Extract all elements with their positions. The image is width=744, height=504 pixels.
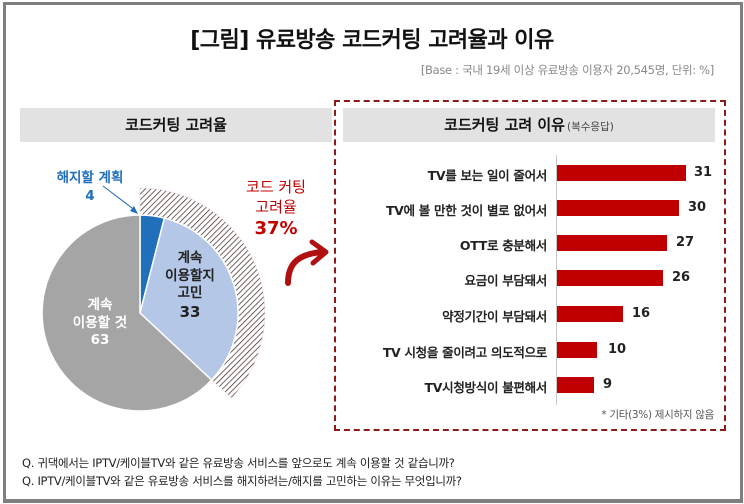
bar-value: 10 xyxy=(608,342,627,357)
bar xyxy=(557,306,623,322)
bar-label: TV에 볼 만한 것이 별로 없어서 xyxy=(385,203,547,218)
bar-value: 16 xyxy=(632,306,651,321)
pie-slice-considering xyxy=(139,217,239,382)
bar-value: 30 xyxy=(688,200,707,215)
bar xyxy=(557,270,663,286)
red-curved-arrow xyxy=(285,249,325,286)
bar-value: 26 xyxy=(672,270,691,285)
bar xyxy=(557,342,597,358)
continue-label: 계속 이용할 것 63 xyxy=(72,297,128,349)
bar-value: 27 xyxy=(676,235,695,250)
bar xyxy=(557,377,594,393)
footnote: * 기타(3%) 제시하지 않음 xyxy=(601,409,714,421)
bar xyxy=(557,235,667,251)
bar-value: 9 xyxy=(603,377,613,392)
cancel-plan-label: 해지할 계획 4 xyxy=(56,170,124,204)
figure-title: [그림] 유료방송 코드커팅 고려율과 이유 xyxy=(190,28,554,53)
question-1: Q. 귀댁에서는 IPTV/케이블TV와 같은 유료방송 서비스를 앞으로도 계… xyxy=(22,456,455,470)
bar-label: TV시청방식이 불편해서 xyxy=(424,380,548,395)
right-panel-subtitle: (복수응답) xyxy=(567,121,614,133)
bar-label: TV를 보는 일이 줄어서 xyxy=(427,168,548,183)
bar-label: TV 시청을 줄이려고 의도적으로 xyxy=(382,345,547,360)
reasons-panel-border xyxy=(334,100,726,431)
right-panel-title: 코드커팅 고려 이유 xyxy=(444,116,565,134)
bar-label: 약정기간이 부담돼서 xyxy=(442,309,547,324)
figure-frame xyxy=(3,2,743,503)
bar-value: 31 xyxy=(694,165,713,180)
bar-label: 요금이 부담돼서 xyxy=(464,273,548,288)
bar xyxy=(557,200,679,216)
cancel-plan-pointer xyxy=(102,185,137,212)
question-2: Q. IPTV/케이블TV와 같은 유료방송 서비스를 해지하려는/해지를 고민… xyxy=(22,474,462,488)
base-note: [Base : 국내 19세 이상 유료방송 이용자 20,545명, 단위: … xyxy=(420,63,714,77)
bar-label: OTT로 충분해서 xyxy=(459,238,547,253)
pie-slice-continue xyxy=(41,214,213,412)
considering-label: 계속 이용할지 고민 33 xyxy=(165,250,215,321)
cord-cutting-rate-callout: 코드 커팅 고려율 37% xyxy=(246,178,306,239)
left-panel-header: 코드커팅 고려율 xyxy=(20,108,332,142)
bar xyxy=(557,165,686,181)
bar-axis xyxy=(556,155,557,405)
right-panel-header: 코드커팅 고려 이유 (복수응답) xyxy=(343,108,715,142)
